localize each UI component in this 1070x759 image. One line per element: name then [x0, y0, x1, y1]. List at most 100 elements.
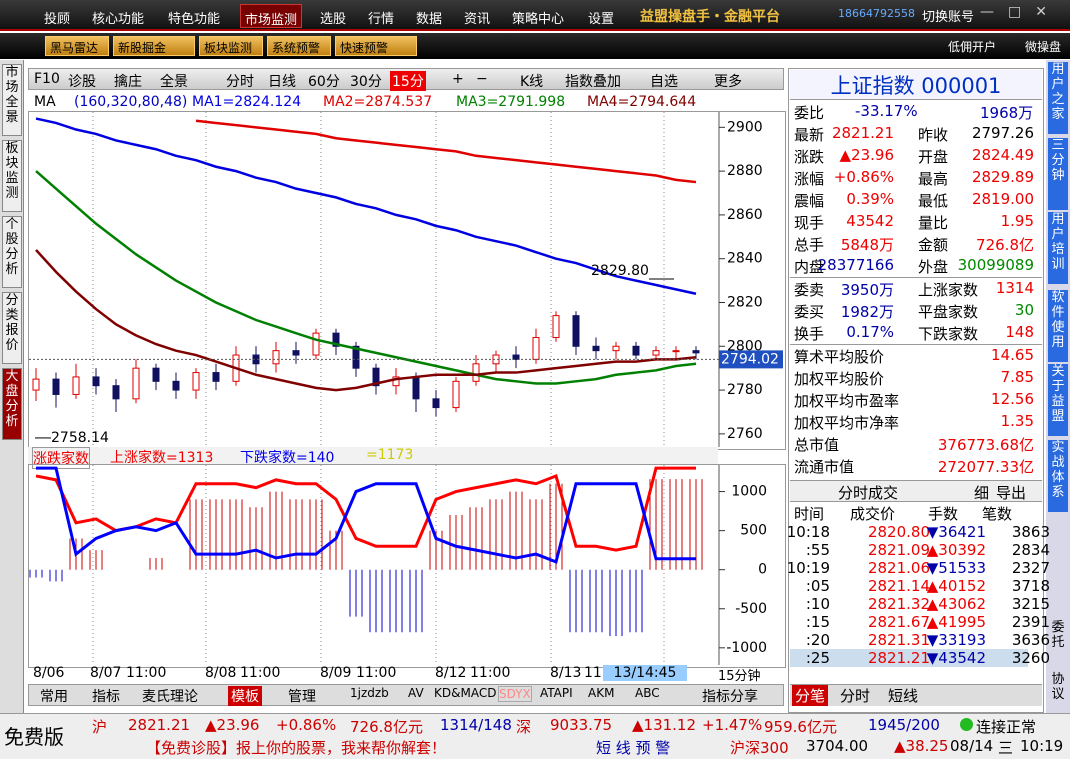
- menu-item[interactable]: 投顾: [44, 12, 71, 27]
- toolbar-button[interactable]: 快速预警: [335, 36, 417, 56]
- right-tab[interactable]: 软件使用: [1048, 290, 1068, 362]
- left-tab[interactable]: 分类报价: [2, 292, 22, 364]
- chart-tool[interactable]: 30分: [350, 74, 382, 90]
- right-tab[interactable]: 用户培训: [1048, 212, 1068, 284]
- trades-tab[interactable]: 分时: [840, 687, 871, 705]
- chart-tool[interactable]: 全景: [160, 74, 188, 90]
- menu-item[interactable]: 核心功能: [92, 12, 145, 27]
- right-tab[interactable]: 实战体系: [1048, 440, 1068, 512]
- toolbar-button[interactable]: 板块监测: [199, 36, 263, 56]
- bottom-tab[interactable]: ABC: [635, 686, 660, 700]
- stat-value: 12.56: [991, 390, 1034, 408]
- quote-value: 2821.21: [831, 124, 894, 142]
- quote-value: 0.17%: [846, 323, 894, 341]
- menu-item[interactable]: 市场监测: [240, 4, 303, 28]
- trade-cell: 2821.32: [867, 595, 930, 613]
- bottom-tab[interactable]: SDYX: [498, 686, 532, 702]
- trades-button[interactable]: 导出: [996, 484, 1027, 502]
- bottom-tab[interactable]: 管理: [288, 689, 316, 705]
- y-tick-label: 2800: [727, 338, 763, 354]
- period-select[interactable]: 15分钟: [718, 669, 761, 684]
- menu-item[interactable]: 数据: [416, 12, 443, 27]
- status-item: 10:19: [1020, 737, 1064, 755]
- chart-tool[interactable]: −: [476, 71, 488, 87]
- right-tab[interactable]: 委托: [1051, 620, 1065, 650]
- bottom-tab[interactable]: ATAPI: [540, 686, 573, 700]
- chart-tool[interactable]: 擒庄: [114, 74, 142, 90]
- menu-item[interactable]: 策略中心: [512, 12, 565, 27]
- candle-body: [92, 376, 100, 387]
- chart-tool[interactable]: +: [452, 71, 464, 87]
- ma-line: [195, 119, 697, 184]
- chart-tool[interactable]: 分时: [226, 74, 254, 90]
- bottom-tab[interactable]: 模板: [228, 686, 262, 706]
- toolbar-link[interactable]: 微操盘: [1025, 40, 1062, 54]
- bottom-tab[interactable]: 常用: [40, 689, 68, 705]
- bottom-tab[interactable]: 麦氏理论: [142, 689, 198, 705]
- toolbar-link[interactable]: 低佣开户: [948, 40, 997, 54]
- chart-tool[interactable]: 自选: [650, 74, 678, 90]
- menu-bar: [0, 0, 1070, 31]
- bottom-tab[interactable]: KD&MACD: [434, 686, 497, 700]
- trades-tab[interactable]: 短线: [888, 687, 919, 705]
- toolbar-button[interactable]: 黑马雷达: [45, 36, 109, 56]
- chart-tool[interactable]: 15分: [390, 71, 426, 91]
- chart-tool[interactable]: 指数叠加: [565, 74, 621, 90]
- status-item: 沪: [92, 718, 108, 736]
- chart-tool[interactable]: 日线: [268, 74, 296, 90]
- bottom-tab[interactable]: AKM: [588, 686, 615, 700]
- bottom-tabbar: [28, 684, 784, 706]
- quote-label: 昨收: [918, 126, 949, 144]
- trade-cell: ▲40152: [926, 577, 986, 595]
- x-axis-label: 11:00: [126, 665, 167, 681]
- candle-body: [312, 332, 320, 356]
- status-item[interactable]: 短 线 预 警: [596, 739, 671, 757]
- y-tick-label: 2820: [727, 294, 763, 310]
- chart-tool[interactable]: F10: [34, 71, 60, 87]
- chart-tool[interactable]: 诊股: [68, 74, 96, 90]
- menu-item[interactable]: 设置: [588, 12, 615, 27]
- status-item: 9033.75: [550, 716, 613, 734]
- bottom-tab[interactable]: AV: [408, 686, 424, 700]
- menu-item[interactable]: 行情: [368, 12, 395, 27]
- ma-line: [35, 170, 697, 385]
- indicator-legend[interactable]: 涨跌家数: [32, 447, 90, 469]
- bottom-tab[interactable]: 指标: [92, 689, 120, 705]
- bottom-tab[interactable]: 1jzdzb: [350, 686, 389, 700]
- stat-label: 算术平均股价: [794, 348, 885, 366]
- candle-body: [392, 376, 400, 387]
- chart-tool[interactable]: K线: [520, 74, 544, 90]
- quote-label: 涨跌: [794, 148, 825, 166]
- weibi-volume: 1968万: [980, 104, 1034, 122]
- chart-tool[interactable]: 60分: [308, 74, 340, 90]
- trade-cell: 3260: [1011, 649, 1050, 667]
- y-tick-label: 2760: [727, 426, 763, 442]
- trades-title: 分时成交: [838, 484, 899, 502]
- menu-item[interactable]: 特色功能: [168, 12, 221, 27]
- chart-tool[interactable]: 更多: [714, 74, 742, 90]
- left-tab[interactable]: 个股分析: [2, 216, 22, 288]
- status-item[interactable]: 【免费诊股】报上你的股票，我来帮你解套！: [146, 739, 447, 757]
- right-tab[interactable]: 用户之家: [1048, 62, 1068, 134]
- menu-item[interactable]: 选股: [320, 12, 347, 27]
- trades-col-header: 手数: [928, 505, 959, 523]
- left-tab[interactable]: 市场全景: [2, 64, 22, 136]
- trade-cell: ▲30392: [926, 541, 986, 559]
- toolbar-button[interactable]: 新股掘金: [113, 36, 195, 56]
- y-tick-label: -500: [735, 601, 767, 617]
- trade-cell: ▼51533: [926, 559, 986, 577]
- bottom-tab[interactable]: 指标分享: [702, 689, 758, 705]
- low-annotation: 2758.14: [51, 430, 109, 446]
- left-tab[interactable]: 大盘分析: [2, 368, 22, 440]
- menu-item[interactable]: 资讯: [464, 12, 491, 27]
- right-tab[interactable]: 关于益盟: [1048, 364, 1068, 436]
- quote-label: 下跌家数: [918, 325, 979, 343]
- trades-tab[interactable]: 分笔: [792, 685, 829, 706]
- right-tab[interactable]: 三分钟: [1048, 138, 1068, 210]
- right-tab[interactable]: 协议: [1051, 672, 1065, 702]
- left-tab[interactable]: 板块监测: [2, 140, 22, 212]
- trades-button[interactable]: 细: [974, 484, 990, 502]
- candle-body: [152, 367, 160, 382]
- toolbar-button[interactable]: 系统预警: [267, 36, 331, 56]
- switch-account[interactable]: 切换账号: [922, 10, 975, 25]
